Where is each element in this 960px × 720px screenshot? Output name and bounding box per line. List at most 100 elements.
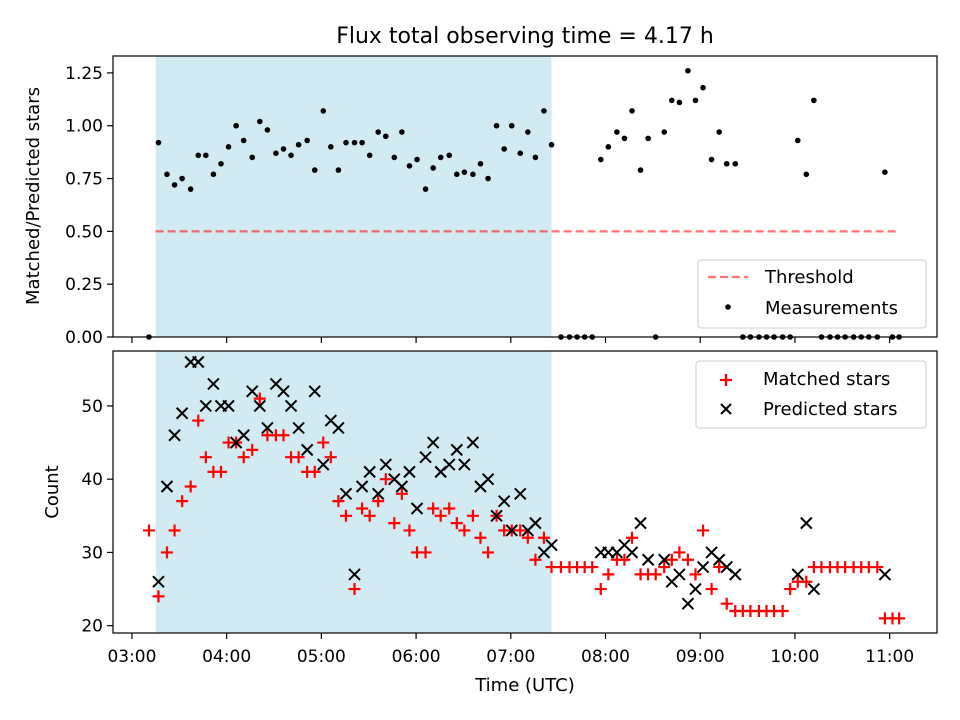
axes-frame (112, 350, 938, 634)
measurement-point (280, 146, 287, 152)
matched-star-point (363, 509, 376, 522)
predicted-star-point (466, 436, 480, 449)
measurement-point (700, 84, 706, 91)
xtick-label: 11:00 (865, 647, 914, 667)
matched-star-point (168, 524, 181, 537)
matched-star-point (705, 583, 718, 596)
ytick-label: 0.00 (65, 328, 103, 348)
matched-star-point (395, 487, 408, 500)
measurement-point (508, 122, 515, 129)
measurement-point (155, 139, 162, 146)
predicted-star-point (363, 465, 376, 479)
measurement-point (195, 152, 202, 159)
matched-star-point (784, 583, 797, 596)
measurement-point (422, 186, 429, 192)
ytick-label: 50 (81, 397, 103, 417)
matched-star-point (403, 524, 416, 537)
ytick-label: 30 (81, 543, 103, 563)
measurement-point (794, 137, 801, 144)
xtick-label: 05:00 (297, 647, 346, 667)
legend-predicted-label: Predicted stars (763, 399, 897, 420)
matched-star-point (537, 531, 550, 544)
measurement-point (203, 152, 209, 159)
predicted-star-point (339, 487, 353, 501)
matched-star-point (443, 502, 456, 515)
predicted-star-point (410, 502, 424, 515)
predicted-star-point (292, 421, 305, 435)
predicted-star-point (641, 553, 655, 566)
predicted-star-point (514, 487, 527, 501)
predicted-star-point (481, 472, 495, 486)
matched-star-point (618, 553, 631, 566)
predicted-star-point (529, 516, 542, 530)
predicted-star-point (300, 443, 314, 457)
matched-star-point (681, 553, 694, 566)
predicted-star-point (490, 509, 503, 523)
matched-star-point (594, 583, 607, 596)
predicted-star-point (800, 516, 813, 530)
predicted-star-point (253, 399, 267, 413)
predicted-star-point (379, 458, 392, 471)
measurement-point (351, 139, 358, 146)
predicted-star-point (689, 582, 702, 596)
measurement-point (218, 160, 224, 167)
shaded-span (155, 56, 552, 337)
measurement-point (548, 141, 555, 148)
measurement-point (485, 175, 491, 182)
measurement-point (375, 129, 381, 135)
measurement-point (470, 171, 476, 178)
matched-star-point (199, 451, 212, 464)
legend-predicted-swatch (720, 403, 732, 415)
matched-star-point (427, 502, 440, 515)
matched-star-point (277, 429, 290, 442)
matched-star-point (482, 546, 495, 559)
matched-star-point (458, 524, 471, 537)
predicted-star-point (450, 443, 464, 457)
matched-star-point (586, 561, 599, 574)
measurement-point (669, 97, 675, 104)
matched-star-point (658, 561, 671, 574)
measurement-point (414, 156, 420, 163)
measurement-point (249, 154, 256, 161)
predicted-star-point (246, 385, 259, 398)
predicted-star-point (729, 568, 742, 581)
measurement-point (541, 108, 547, 114)
measurement-point (295, 141, 302, 148)
predicted-star-point (395, 480, 409, 493)
predicted-star-point (658, 553, 671, 566)
matched-star-point (214, 465, 227, 478)
xtick-label: 07:00 (486, 647, 535, 667)
predicted-star-point (355, 480, 369, 493)
matched-star-point (379, 473, 392, 486)
measurement-point (645, 135, 651, 142)
matched-star-point (776, 605, 789, 618)
predicted-star-point (152, 575, 165, 588)
ytick-label: 1.00 (65, 117, 103, 137)
matched-star-point (176, 495, 189, 508)
bottom-xlabel: Time (UTC) (474, 675, 575, 696)
measurement-point (382, 133, 389, 140)
measurement-point (661, 129, 668, 135)
panel-matched-ratio: 0.00 0.25 0.50 0.75 1.00 1.25 Matched/Predict… (23, 55, 938, 348)
measurement-point (446, 152, 453, 159)
matched-star-point (521, 531, 534, 544)
predicted-star-point (284, 399, 298, 413)
predicted-star-point (403, 465, 416, 479)
panel-star-counts: 20 30 40 50 03:00 04:00 05:00 06:00 07:00 08:00 09… (42, 350, 938, 696)
ytick-label: 20 (81, 617, 103, 637)
predicted-star-point (308, 385, 321, 398)
matched-star-point (800, 575, 813, 588)
measurement-point (304, 137, 310, 144)
measurement-point (233, 122, 239, 129)
predicted-star-point (160, 480, 174, 493)
measurement-point (359, 139, 365, 146)
matched-star-point (246, 443, 259, 456)
measurement-point (454, 171, 460, 178)
predicted-star-point (348, 568, 361, 581)
matched-star-point (339, 509, 352, 522)
top-axes: 0.00 0.25 0.50 0.75 1.00 1.25 (65, 55, 938, 348)
xtick-label: 09:00 (676, 647, 725, 667)
legend-threshold-label: Threshold (764, 267, 854, 288)
measurement-point (171, 182, 178, 188)
measurement-point (811, 97, 817, 104)
